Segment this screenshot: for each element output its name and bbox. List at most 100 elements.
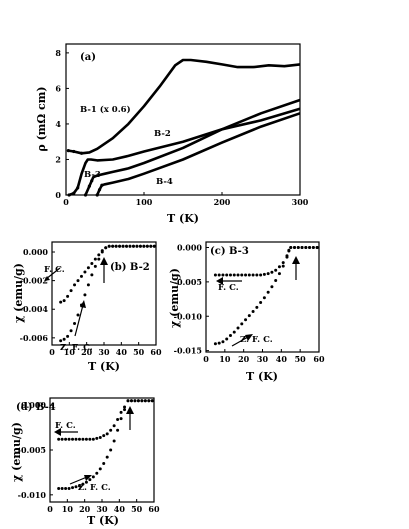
data-point	[84, 480, 88, 484]
series-b-1	[59, 244, 156, 343]
data-point	[129, 399, 133, 403]
data-point	[123, 405, 127, 409]
data-point	[228, 273, 232, 277]
data-point	[59, 300, 63, 304]
data-point	[107, 244, 111, 248]
data-point	[83, 270, 87, 274]
x-tick-label: 30	[96, 504, 108, 514]
x-tick-label: 10	[64, 347, 76, 357]
series-label-b2: B-2	[154, 129, 171, 139]
data-point	[87, 184, 91, 188]
x-tick-label: 0	[203, 354, 209, 364]
data-point	[80, 151, 84, 155]
data-point	[123, 408, 127, 412]
data-point	[296, 246, 300, 249]
data-point	[150, 399, 154, 403]
series-c-1	[213, 246, 319, 346]
y-tick-label: 6	[55, 83, 61, 93]
data-point	[86, 266, 90, 270]
data-point	[311, 246, 315, 249]
data-point	[138, 244, 142, 248]
data-point	[213, 342, 217, 346]
data-point	[217, 273, 221, 277]
x-tick-label: 200	[214, 197, 231, 207]
data-point	[119, 417, 123, 421]
x-tick-label: 10	[219, 354, 231, 364]
x-tick-label: 50	[295, 354, 307, 364]
panel-a-resistivity-chart: 0 100 200 300 0 2 4 6 8 (a) ρ (mΩ cm) T (K) B-1 …	[35, 43, 309, 225]
data-point	[76, 313, 80, 317]
data-point	[62, 299, 66, 303]
data-point	[147, 399, 151, 403]
data-point	[140, 399, 144, 403]
data-point	[255, 273, 259, 277]
data-point	[118, 244, 122, 248]
x-tick-label: 10	[62, 504, 74, 514]
panel-c-x-axis-label: T (K)	[246, 370, 278, 383]
data-point	[116, 428, 120, 432]
data-point	[266, 290, 270, 294]
y-tick-label: -0.005	[18, 445, 46, 455]
data-point	[128, 244, 132, 248]
data-point	[67, 487, 71, 491]
panel-b-arrows	[44, 257, 108, 337]
series-label-b1: B-1 (x 0.6)	[80, 104, 131, 115]
y-tick-label: 8	[55, 48, 61, 58]
data-point	[73, 322, 77, 326]
series-b-0	[59, 244, 156, 304]
y-tick-label: 0.000	[21, 400, 46, 410]
panel-a-label: (a)	[80, 52, 96, 63]
panel-b-fc-annotation: F. C.	[44, 265, 65, 275]
panel-c-plot-frame	[205, 241, 320, 353]
data-point	[105, 432, 109, 436]
data-point	[262, 272, 266, 276]
panel-d-zfc-annotation: Z. F. C.	[78, 483, 111, 493]
data-point	[90, 179, 94, 183]
series-a-1	[67, 107, 301, 197]
data-point	[300, 246, 304, 249]
data-point	[95, 471, 99, 475]
data-point	[281, 261, 285, 265]
x-tick-label: 20	[79, 504, 91, 514]
data-point	[217, 341, 221, 345]
data-point	[73, 283, 77, 287]
data-point	[74, 485, 78, 489]
data-point	[270, 270, 274, 274]
data-point	[116, 418, 120, 422]
panel-c-zfc-annotation: Z. F. C.	[240, 335, 273, 345]
data-point	[281, 264, 285, 268]
data-point	[114, 244, 118, 248]
panel-b-plot-frame	[51, 241, 157, 346]
data-point	[62, 337, 66, 341]
x-tick-label: 300	[292, 197, 309, 207]
data-point	[72, 149, 76, 154]
data-point	[244, 273, 248, 277]
data-point	[255, 305, 259, 309]
series-a-0	[66, 58, 301, 155]
x-tick-label: 60	[313, 354, 325, 364]
x-tick-label: 50	[133, 347, 145, 357]
data-point	[308, 246, 312, 249]
data-point	[104, 246, 108, 250]
data-point	[100, 250, 104, 254]
data-point	[95, 436, 99, 440]
data-point	[119, 410, 123, 414]
data-point	[259, 301, 263, 304]
data-point	[64, 437, 68, 441]
data-point	[57, 487, 61, 491]
data-point	[84, 437, 88, 441]
data-point	[143, 399, 147, 403]
data-point	[304, 246, 308, 249]
series-a-2	[83, 98, 301, 197]
data-point	[131, 244, 135, 248]
data-point	[126, 399, 130, 403]
series-line	[96, 112, 301, 196]
series-label-b3: B-3	[84, 170, 101, 180]
data-point	[67, 437, 71, 441]
data-point	[274, 268, 278, 272]
data-point	[90, 273, 94, 277]
data-point	[98, 467, 102, 471]
panel-c-susceptibility-chart: 0 10 20 30 40 50 60 0.000 -0.005 -0.010 -0.015 (c)…	[168, 241, 325, 383]
data-point	[262, 296, 266, 300]
data-point	[270, 285, 274, 289]
